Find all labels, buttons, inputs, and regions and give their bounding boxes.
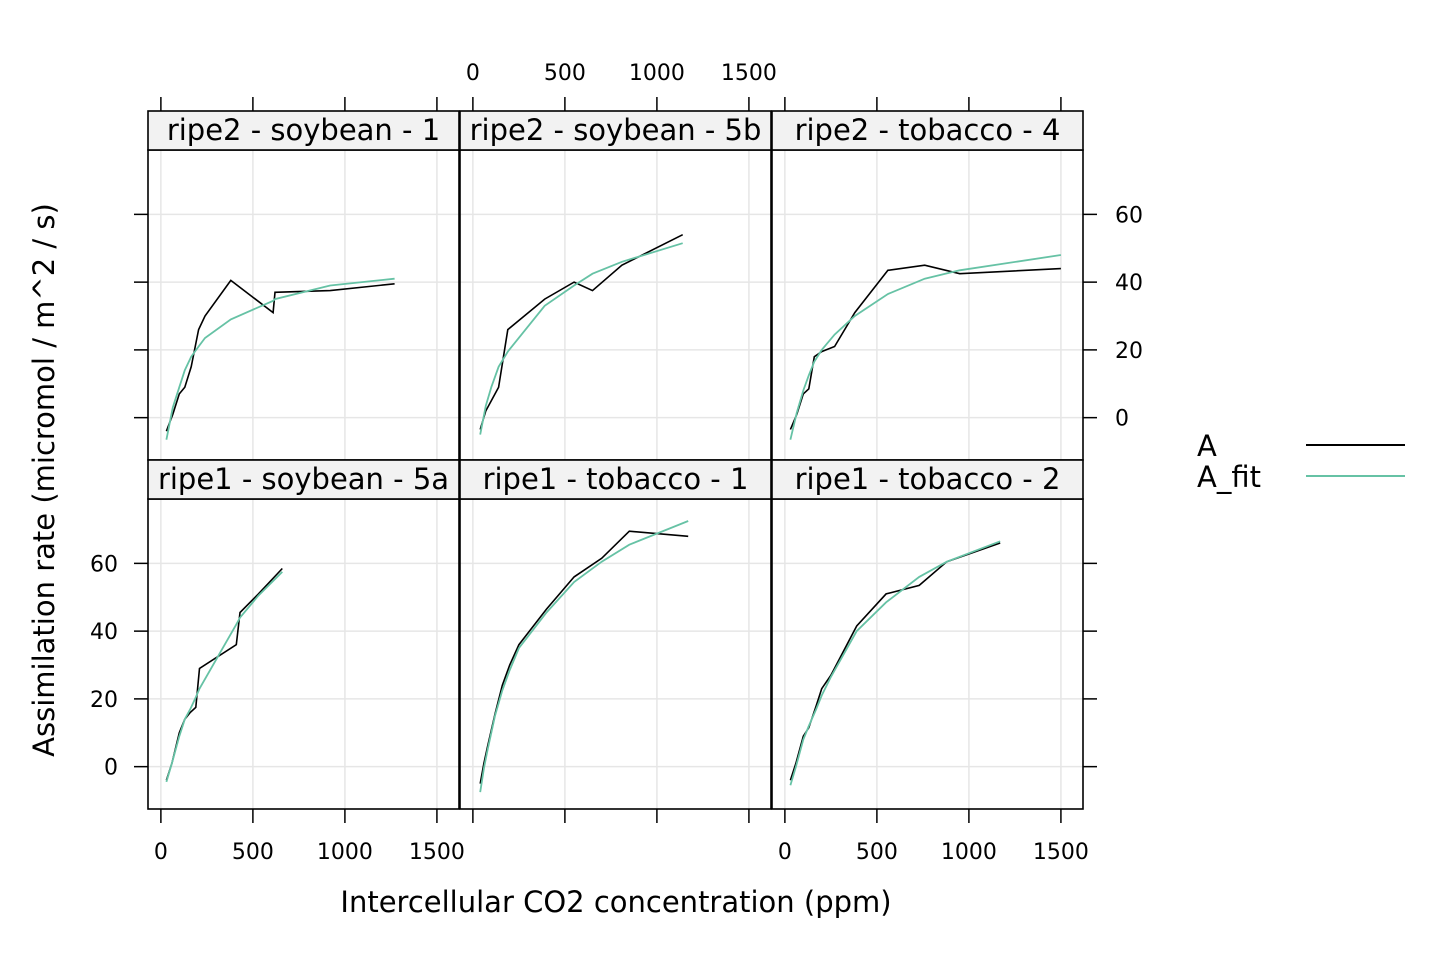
y-tick-label-right-3: 60: [1115, 203, 1143, 228]
legend-label-a: A: [1197, 429, 1217, 463]
panel-frame-5: [771, 498, 1084, 810]
strip-background-2: [771, 110, 1084, 151]
panel-frames: ripe2 - soybean - 1 ripe2 - soybean - 5b r…: [147, 110, 1084, 810]
series-line-a-fit-panel-5: [789, 540, 1001, 786]
y-tick-label-right-2: 40: [1115, 271, 1143, 296]
strip-label-1: ripe2 - soybean - 5b: [470, 113, 762, 147]
series-line-a-panel-0: [165, 279, 395, 432]
x-tick-label-bottom-c0-0: 0: [154, 840, 168, 865]
strip-background-4: [459, 459, 772, 500]
y-axis-title: Assimilation rate (micromol / m^2 / s): [27, 203, 61, 757]
strip-label-4: ripe1 - tobacco - 1: [483, 462, 749, 496]
y-tick-label-right-1: 20: [1115, 339, 1143, 364]
x-tick-label-bottom-c0-3: 1500: [409, 840, 465, 865]
x-tick-label-top-c1-2: 1000: [629, 61, 685, 86]
legend-label-a-fit: A_fit: [1197, 460, 1261, 494]
strip-background-3: [147, 459, 460, 500]
x-tick-label-bottom-c0-2: 1000: [317, 840, 373, 865]
tick-labels: 0 500 1000 1500 0 500 1000 1500 0 500 1000 1500 0 0 20…: [90, 61, 1143, 865]
y-tick-label-left-0: 0: [104, 756, 118, 781]
strip-label-2: ripe2 - tobacco - 4: [795, 113, 1061, 147]
axis-ticks: [134, 97, 1097, 823]
panel-frame-3: [147, 498, 460, 810]
panel-frame-1: [459, 149, 772, 461]
series-line-a-fit-panel-3: [165, 571, 283, 783]
x-tick-label-bottom-c2-0: 0: [778, 840, 792, 865]
x-tick-label-top-c1-3: 1500: [721, 61, 777, 86]
y-tick-label-left-1: 20: [90, 688, 118, 713]
y-tick-label-right-0: 0: [1115, 407, 1129, 432]
series-line-a-fit-panel-0: [165, 277, 395, 440]
series-line-a-fit-panel-1: [479, 242, 683, 435]
legend: A A_fit: [1197, 429, 1405, 494]
strip-background-5: [771, 459, 1084, 500]
x-tick-label-bottom-c2-3: 1500: [1033, 840, 1089, 865]
series-line-a-panel-2: [789, 264, 1061, 430]
y-tick-label-left-3: 60: [90, 552, 118, 577]
series-line-a-fit-panel-2: [789, 254, 1062, 440]
strip-label-0: ripe2 - soybean - 1: [167, 113, 440, 147]
x-tick-label-top-c1-0: 0: [466, 61, 480, 86]
x-tick-label-top-c1-1: 500: [544, 61, 586, 86]
series-line-a-fit-panel-4: [479, 520, 689, 793]
strip-label-3: ripe1 - soybean - 5a: [158, 462, 449, 496]
panel-frame-2: [771, 149, 1084, 461]
strip-background-1: [459, 110, 772, 151]
strip-label-5: ripe1 - tobacco - 2: [795, 462, 1061, 496]
grid-layer: [148, 150, 1083, 809]
series-line-a-panel-1: [479, 233, 684, 430]
series-lines: [165, 233, 1062, 793]
strip-background-0: [147, 110, 460, 151]
y-tick-label-left-2: 40: [90, 620, 118, 645]
x-tick-label-bottom-c2-2: 1000: [941, 840, 997, 865]
series-line-a-panel-3: [165, 567, 283, 781]
x-tick-label-bottom-c0-1: 500: [232, 840, 274, 865]
x-tick-label-bottom-c2-1: 500: [856, 840, 898, 865]
x-axis-title: Intercellular CO2 concentration (ppm): [340, 885, 891, 919]
panel-frame-0: [147, 149, 460, 461]
